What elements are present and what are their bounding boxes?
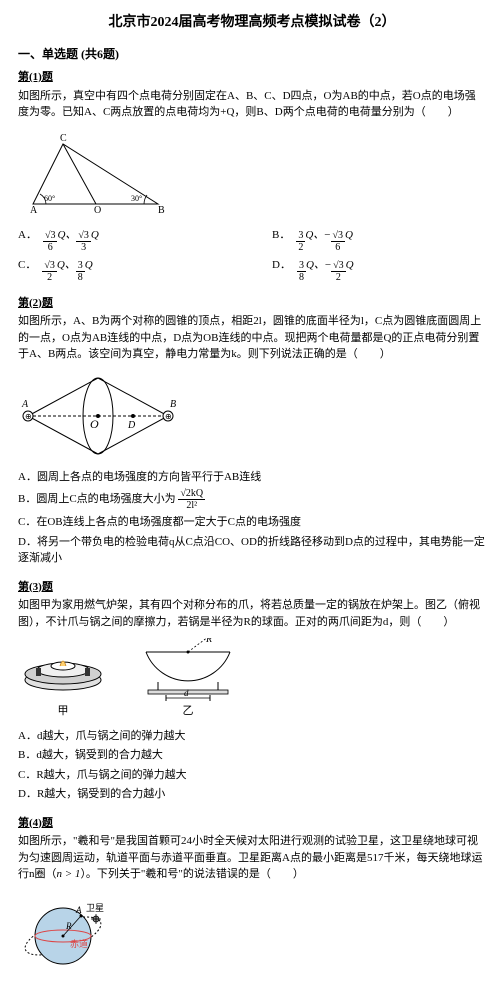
- svg-text:R: R: [65, 921, 72, 931]
- q1-diagram: A B C O 60° 30°: [18, 129, 486, 219]
- svg-text:d: d: [184, 688, 189, 698]
- svg-text:A: A: [75, 905, 82, 915]
- svg-text:R: R: [205, 638, 212, 645]
- q3-opt-A: A．d越大，爪与锅之间的弹力越大: [18, 728, 486, 745]
- q3-opt-B: B．d越大，锅受到的合力越大: [18, 747, 486, 764]
- q3-options: A．d越大，爪与锅之间的弹力越大 B．d越大，锅受到的合力越大 C．R越大，爪与…: [18, 728, 486, 803]
- question-3: 第(3)题 如图甲为家用燃气炉架，其有四个对称分布的爪，将若总质量一定的锅放在炉…: [18, 579, 486, 803]
- q3-diagram-right: R d 乙: [128, 638, 248, 720]
- q2-label: 第(2)题: [18, 295, 486, 312]
- svg-text:⊕: ⊕: [165, 412, 172, 421]
- q1-options: A． √36 Q、 √33 Q B． 32 Q、 − √36 Q C． √32 …: [18, 227, 486, 283]
- section-header: 一、单选题 (共6题): [18, 45, 486, 63]
- q3-label: 第(3)题: [18, 579, 486, 596]
- q2-opt-B: B．圆周上C点的电场强度大小为 √2kQ2l²: [18, 488, 486, 511]
- angle-30: 30°: [131, 194, 142, 203]
- q2-diagram: ⊕ ⊕ A B O D: [18, 371, 486, 461]
- q4-text: 如图所示，"羲和号"是我国首颗可24小时全天候对太阳进行观测的试验卫星，这卫星绕…: [18, 833, 486, 883]
- svg-text:卫星: 卫星: [86, 903, 104, 913]
- svg-text:⊕: ⊕: [25, 412, 32, 421]
- q3-diagram-left: 甲: [18, 638, 108, 720]
- svg-text:A: A: [21, 399, 29, 410]
- svg-text:O: O: [90, 417, 99, 431]
- label-A: A: [30, 205, 38, 216]
- svg-text:B: B: [170, 399, 176, 410]
- q2-opt-C: C．在OB连线上各点的电场强度都一定大于C点的电场强度: [18, 514, 486, 531]
- q3-text: 如图甲为家用燃气炉架，其有四个对称分布的爪，将若总质量一定的锅放在炉架上。图乙（…: [18, 597, 486, 630]
- q2-text: 如图所示，A、B为两个对称的圆锥的顶点，相距2l，圆锥的底面半径为l，C点为圆锥…: [18, 313, 486, 363]
- angle-60: 60°: [44, 194, 55, 203]
- q1-opt-C: C． √32 Q、 38 Q: [18, 257, 232, 283]
- label-O: O: [94, 205, 101, 216]
- q3-opt-C: C．R越大，爪与锅之间的弹力越大: [18, 767, 486, 784]
- q1-text: 如图所示，真空中有四个点电荷分别固定在A、B、C、D四点，O为AB的中点，若O点…: [18, 88, 486, 121]
- q1-opt-B: B． 32 Q、 − √36 Q: [272, 227, 486, 253]
- q2-opt-D: D．将另一个带负电的检验电荷q从C点沿CO、OD的折线路径移动到D点的过程中，其…: [18, 534, 486, 567]
- label-B: B: [158, 205, 165, 216]
- question-2: 第(2)题 如图所示，A、B为两个对称的圆锥的顶点，相距2l，圆锥的底面半径为l…: [18, 295, 486, 567]
- label-C: C: [60, 133, 67, 144]
- q1-opt-A: A． √36 Q、 √33 Q: [18, 227, 232, 253]
- question-1: 第(1)题 如图所示，真空中有四个点电荷分别固定在A、B、C、D四点，O为AB的…: [18, 69, 486, 283]
- q2-options: A．圆周上各点的电场强度的方向皆平行于AB连线 B．圆周上C点的电场强度大小为 …: [18, 469, 486, 567]
- svg-text:D: D: [127, 420, 136, 431]
- q3-diagram: 甲 R d 乙: [18, 638, 486, 720]
- q4-diagram: R 卫星 A 赤道: [18, 891, 486, 981]
- q2-opt-A: A．圆周上各点的电场强度的方向皆平行于AB连线: [18, 469, 486, 486]
- svg-text:赤道: 赤道: [70, 938, 88, 949]
- q1-label: 第(1)题: [18, 69, 486, 86]
- q4-label: 第(4)题: [18, 815, 486, 832]
- q1-opt-D: D． 38 Q、 − √32 Q: [272, 257, 486, 283]
- exam-title: 北京市2024届高考物理高频考点模拟试卷（2）: [18, 12, 486, 33]
- question-4: 第(4)题 如图所示，"羲和号"是我国首颗可24小时全天候对太阳进行观测的试验卫…: [18, 815, 486, 981]
- q3-opt-D: D．R越大，锅受到的合力越小: [18, 786, 486, 803]
